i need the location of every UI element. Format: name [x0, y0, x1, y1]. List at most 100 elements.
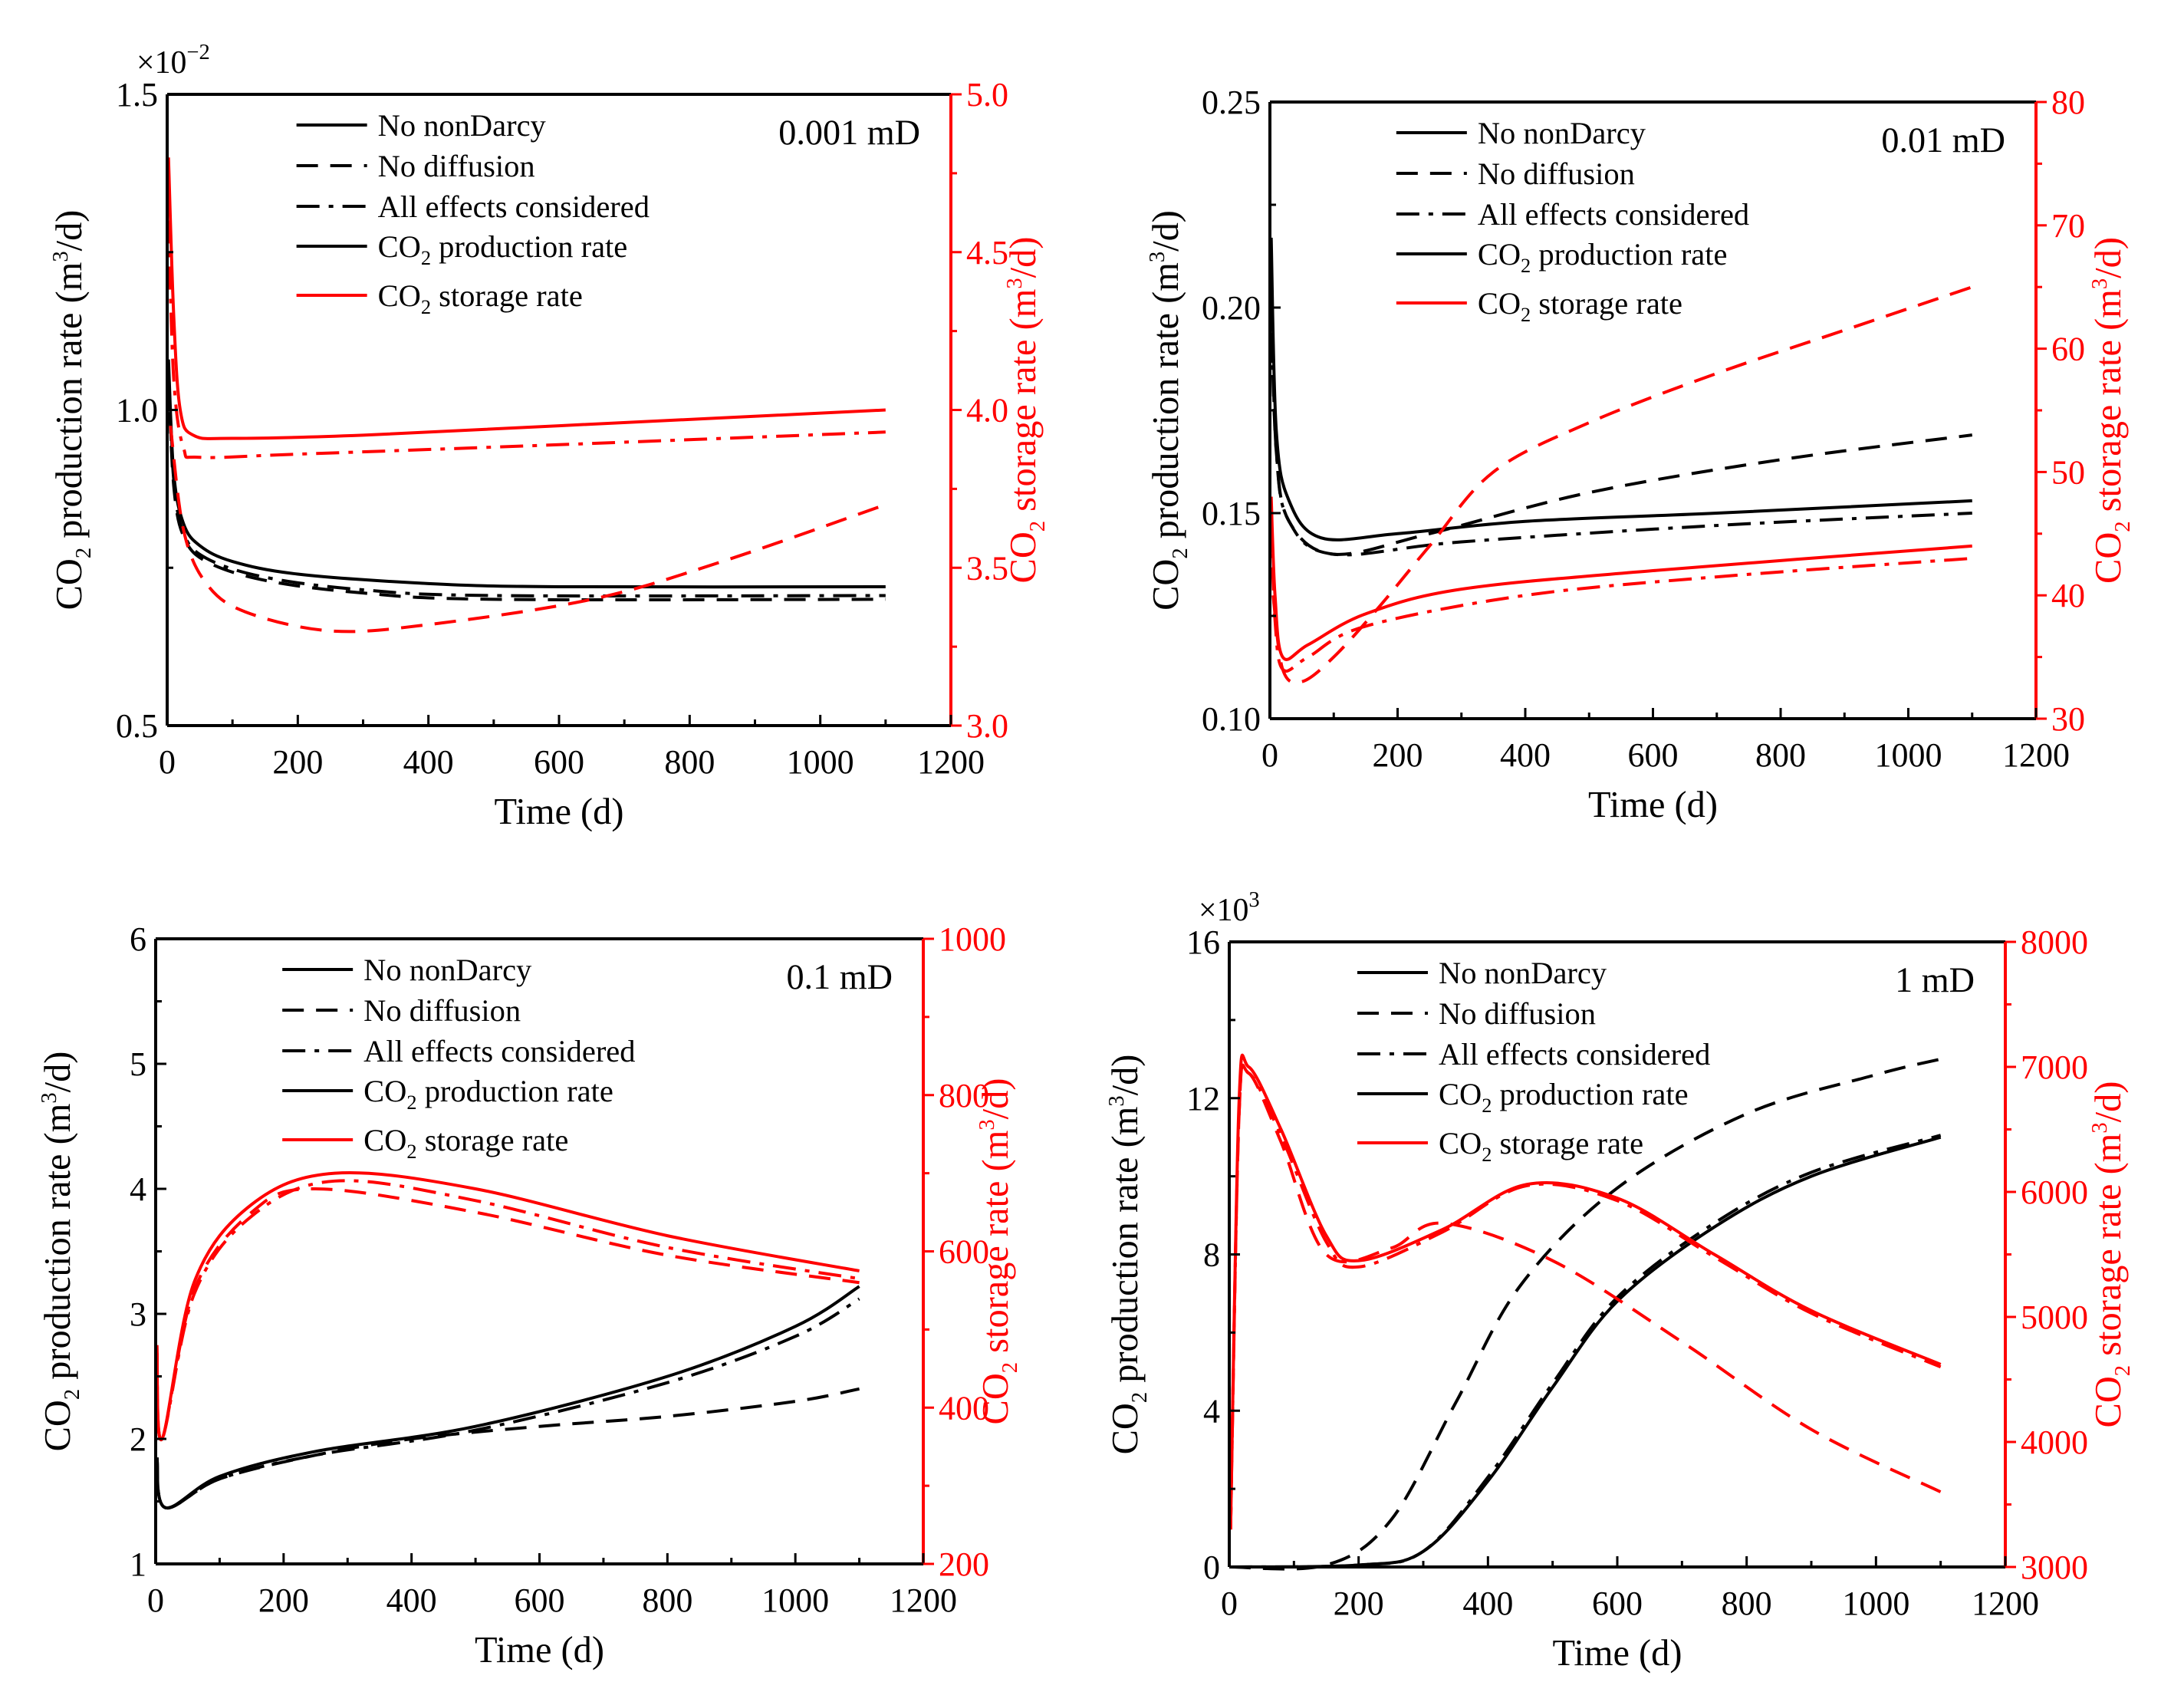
y2-tick-label: 7000: [2021, 1048, 2088, 1086]
y-tick-label: 5: [130, 1045, 146, 1083]
legend-label: All effects considered: [363, 1034, 635, 1068]
x-axis-label: Time (d): [1588, 785, 1718, 825]
chart-panel-1: 0 200 400 600 800 1000 1200 0.5 1.0 1.5 3.0 3.5 4.0 4…: [49, 41, 1050, 832]
x-tick-label: 800: [664, 743, 715, 781]
y2-tick-label: 4.5: [966, 234, 1008, 272]
y2-tick-label: 40: [2051, 577, 2085, 614]
y2-tick-label: 60: [2051, 331, 2085, 368]
y2-tick-label: 3.5: [966, 549, 1008, 587]
legend-label: No diffusion: [363, 993, 521, 1028]
x-tick-label: 600: [1628, 736, 1679, 774]
y-tick-label: 3: [130, 1295, 146, 1333]
legend-label: CO2 production rate: [1478, 237, 1728, 277]
series-line-no-nondarcy: [1228, 1135, 1942, 1569]
x-axis-label: Time (d): [495, 792, 624, 832]
y2-axis-label: CO2 storage rate (m3/d): [2088, 1081, 2135, 1428]
chart-panel-3: 0 200 400 600 800 1000 1200 1 2 3 4 5 6 200 400 600 800 1…: [38, 920, 1022, 1671]
series-line-co2-storage-no-diffusion-: [1271, 285, 1973, 685]
series-line-all-effects-considered: [155, 1297, 860, 1510]
series-line-all-effects-considered: [166, 372, 886, 598]
y2-tick-label: 4.0: [966, 392, 1008, 430]
x-tick-label: 0: [1221, 1585, 1238, 1622]
y-tick-label: 4: [1203, 1392, 1220, 1430]
legend-item: CO2 production rate: [1357, 1077, 1689, 1117]
legend-label: CO2 storage rate: [1478, 286, 1682, 326]
chart-panel-2: 0 200 400 600 800 1000 1200 0.10 0.15 0.20 0.25 30 4…: [1146, 84, 2135, 825]
y2-axis-label: CO2 storage rate (m3/d): [1003, 237, 1050, 584]
legend-item: No nonDarcy: [296, 108, 547, 143]
y2-tick-label: 30: [2051, 700, 2085, 738]
y-tick-label: 1: [130, 1546, 146, 1583]
series-line-co2-storage-all-effects-: [1269, 521, 1972, 673]
legend-label: No nonDarcy: [363, 953, 532, 987]
legend-item: No nonDarcy: [282, 953, 532, 987]
legend-item: CO2 storage rate: [282, 1123, 568, 1163]
permeability-annotation: 0.1 mD: [786, 957, 893, 996]
legend-label: No diffusion: [1478, 156, 1635, 191]
x-tick-label: 1000: [1842, 1585, 1909, 1622]
x-tick-label: 1200: [1972, 1585, 2039, 1622]
x-tick-label: 1000: [787, 743, 854, 781]
legend-item: No diffusion: [282, 993, 521, 1028]
legend-item: CO2 storage rate: [296, 278, 583, 318]
y-tick-label: 8: [1203, 1236, 1220, 1274]
legend-label: CO2 storage rate: [378, 278, 583, 318]
x-tick-label: 800: [1755, 736, 1806, 774]
legend-label: CO2 production rate: [378, 229, 628, 269]
y-tick-label: 0.20: [1202, 289, 1261, 327]
y2-tick-label: 4000: [2021, 1424, 2088, 1461]
series-line-co2-storage-all-effects-: [166, 220, 886, 459]
legend-item: CO2 production rate: [1396, 237, 1728, 277]
x-tick-label: 600: [1592, 1585, 1643, 1622]
y-tick-label: 12: [1186, 1080, 1220, 1118]
legend-item: No diffusion: [1396, 156, 1635, 191]
y-tick-label: 6: [130, 920, 146, 958]
permeability-annotation: 1 mD: [1895, 960, 1975, 999]
legend-item: CO2 storage rate: [1357, 1126, 1643, 1166]
series-line-co2-storage-no-diffusion-: [155, 1187, 860, 1442]
legend: No nonDarcy No diffusion All effects consi…: [282, 953, 636, 1163]
y2-tick-label: 1000: [939, 920, 1006, 958]
x-tick-label: 200: [258, 1582, 309, 1619]
y-tick-label: 4: [130, 1170, 146, 1208]
legend: No nonDarcy No diffusion All effects consi…: [296, 108, 650, 318]
legend-label: No diffusion: [378, 149, 535, 183]
series-line-co2-storage-no-nondarcy-: [1269, 496, 1972, 661]
legend-item: All effects considered: [296, 189, 650, 224]
y-axis-label: CO2 production rate (m3/d): [1146, 210, 1192, 611]
legend-item: CO2 storage rate: [1396, 286, 1682, 326]
y-axis-label: CO2 production rate (m3/d): [1105, 1055, 1152, 1455]
legend: No nonDarcy No diffusion All effects consi…: [1357, 956, 1710, 1166]
permeability-annotation: 0.01 mD: [1881, 120, 2005, 160]
y2-tick-label: 6000: [2021, 1174, 2088, 1211]
legend-label: No nonDarcy: [378, 108, 547, 143]
legend-item: No diffusion: [296, 149, 535, 183]
series-line-no-nondarcy: [1269, 237, 1972, 542]
legend-label: No nonDarcy: [1478, 116, 1646, 150]
x-axis-label: Time (d): [1553, 1633, 1682, 1674]
y2-tick-label: 800: [939, 1077, 989, 1114]
y-tick-label: 0.10: [1202, 700, 1261, 738]
x-tick-label: 600: [515, 1582, 565, 1619]
y2-tick-label: 70: [2051, 207, 2085, 245]
x-tick-label: 400: [386, 1582, 437, 1619]
legend-label: CO2 storage rate: [1439, 1126, 1643, 1166]
x-axis-label: Time (d): [475, 1630, 604, 1671]
y2-axis-label: CO2 storage rate (m3/d): [2088, 237, 2135, 584]
x-tick-label: 200: [1334, 1585, 1384, 1622]
x-tick-label: 400: [1462, 1585, 1513, 1622]
x-tick-label: 400: [403, 743, 454, 781]
y2-tick-label: 50: [2051, 453, 2085, 491]
series-line-co2-storage-no-nondarcy-: [166, 157, 886, 440]
y2-tick-label: 5.0: [966, 76, 1008, 114]
legend-item: All effects considered: [282, 1034, 636, 1068]
x-tick-label: 600: [534, 743, 584, 781]
y2-axis-label: CO2 storage rate (m3/d): [975, 1078, 1022, 1425]
x-tick-label: 200: [272, 743, 323, 781]
legend-item: CO2 production rate: [282, 1074, 613, 1114]
series-line-no-diffusion: [1228, 1057, 1942, 1571]
legend-label: All effects considered: [1439, 1037, 1710, 1071]
chart-panel-4: 0 200 400 600 800 1000 1200 0 4 8 12 16 3000 4000 5000…: [1105, 888, 2135, 1674]
legend-label: CO2 production rate: [1439, 1077, 1689, 1117]
